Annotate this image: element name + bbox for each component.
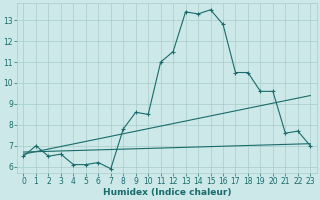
X-axis label: Humidex (Indice chaleur): Humidex (Indice chaleur) (103, 188, 231, 197)
